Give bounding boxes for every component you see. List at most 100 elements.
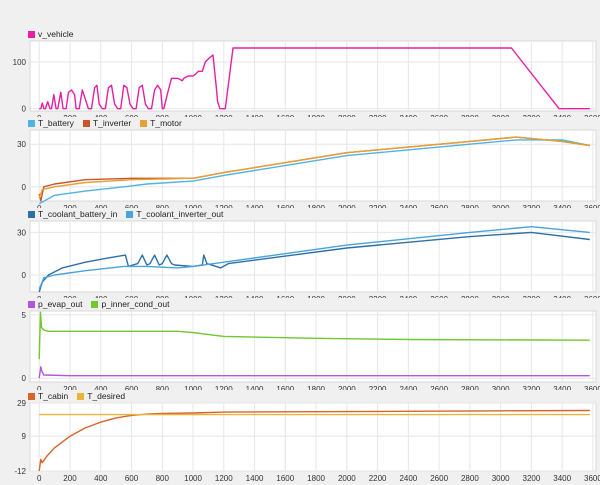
legend-label: T_cabin xyxy=(38,391,69,401)
legend-label: T_inverter xyxy=(92,118,132,128)
x-tick-label: 2600 xyxy=(430,474,448,483)
legend-label: T_motor xyxy=(150,118,182,128)
legend-label: T_coolant_battery_in xyxy=(38,209,118,219)
y-tick-label: 30 xyxy=(17,140,26,149)
series-line-t-motor xyxy=(38,136,590,199)
y-tick-label: 29 xyxy=(17,399,26,408)
legend: p_evap_out p_inner_cond_out xyxy=(28,298,170,310)
x-tick-label: 3600 xyxy=(584,474,600,483)
legend: T_cabin T_desired xyxy=(28,390,125,402)
series-line-p-inner-cond-out xyxy=(38,311,590,360)
series-line-t-battery xyxy=(38,139,590,205)
legend-swatch xyxy=(91,300,99,308)
legend-label: p_inner_cond_out xyxy=(101,299,170,309)
x-tick-label: 3600 xyxy=(584,385,600,394)
y-tick-label: 9 xyxy=(22,432,27,441)
x-tick-label: 3000 xyxy=(492,474,510,483)
series-line-t-cabin xyxy=(38,409,590,472)
y-tick-label: 30 xyxy=(17,228,26,237)
legend: v_vehicle xyxy=(28,28,73,40)
plot-area: 0200400600800100012001400160018002000220… xyxy=(13,40,600,123)
legend-swatch xyxy=(28,392,35,400)
legend-swatch xyxy=(28,210,35,218)
legend-label: p_evap_out xyxy=(38,299,83,309)
legend-label: T_battery xyxy=(38,118,74,128)
plot-area: 0200400600800100012001400160018002000220… xyxy=(17,220,600,304)
x-tick-label: 2800 xyxy=(461,474,479,483)
legend-entry[interactable]: T_coolant_inverter_out xyxy=(126,209,223,219)
legend-entry[interactable]: v_vehicle xyxy=(28,29,73,39)
legend-swatch xyxy=(28,119,35,127)
chart-panel-4: p_evap_out p_inner_cond_out 0 200 400 600 800 1… xyxy=(0,298,600,396)
x-tick-label: 3400 xyxy=(553,474,571,483)
plot-area: 0200400600800100012001400160018002000220… xyxy=(22,310,600,394)
x-tick-label: 0 xyxy=(37,474,42,483)
chart-panel-3: T_coolant_battery_in T_coolant_inverter_o… xyxy=(0,208,600,306)
series-line-t-coolant-battery-in xyxy=(38,231,590,293)
plot-background xyxy=(29,310,597,383)
chart-panel-1: v_vehicle0200400600800100012001400160018… xyxy=(0,28,600,125)
legend-entry[interactable]: T_motor xyxy=(140,118,182,128)
x-tick-label: 3200 xyxy=(523,385,541,394)
legend: T_coolant_battery_in T_coolant_inverter_o… xyxy=(28,208,223,220)
x-tick-label: 2600 xyxy=(430,385,448,394)
legend-entry[interactable]: T_desired xyxy=(77,391,125,401)
y-tick-label: -12 xyxy=(14,467,26,476)
x-tick-label: 600 xyxy=(125,385,139,394)
x-tick-label: 2400 xyxy=(399,385,417,394)
y-tick-label: 100 xyxy=(13,58,27,67)
x-tick-label: 2200 xyxy=(369,385,387,394)
x-tick-label: 2000 xyxy=(338,474,356,483)
x-tick-label: 800 xyxy=(156,385,170,394)
legend-entry[interactable]: p_inner_cond_out xyxy=(91,299,170,309)
x-tick-label: 2200 xyxy=(369,474,387,483)
x-tick-label: 1400 xyxy=(246,474,264,483)
x-tick-label: 3400 xyxy=(553,385,571,394)
x-tick-label: 3200 xyxy=(523,474,541,483)
plot-area: 0200400600800100012001400160018002000220… xyxy=(17,129,600,213)
x-tick-label: 3000 xyxy=(492,385,510,394)
plot-area: 0 200 400 600 800 1000 1200 1400 1600 1800 2000 220… xyxy=(14,399,600,483)
x-tick-label: 200 xyxy=(63,385,77,394)
legend-label: T_coolant_inverter_out xyxy=(136,209,224,219)
x-tick-label: 400 xyxy=(94,474,108,483)
legend-entry[interactable]: T_coolant_battery_in xyxy=(28,209,117,219)
y-tick-label: 0 xyxy=(22,105,27,114)
legend-swatch xyxy=(82,119,90,127)
legend-label: v_vehicle xyxy=(38,29,74,39)
x-tick-label: 800 xyxy=(156,474,170,483)
x-tick-label: 0 xyxy=(37,385,42,394)
legend-entry[interactable]: p_evap_out xyxy=(28,299,82,309)
plot-background xyxy=(29,40,597,112)
legend-swatch xyxy=(140,119,148,127)
x-tick-label: 400 xyxy=(94,385,108,394)
x-tick-label: 600 xyxy=(125,474,139,483)
legend-entry[interactable]: T_cabin xyxy=(28,391,68,401)
x-tick-label: 1800 xyxy=(307,474,325,483)
x-tick-label: 2400 xyxy=(399,474,417,483)
y-tick-label: 0 xyxy=(22,374,27,383)
chart-panel-2: T_battery T_inverter T_motor02004006008001… xyxy=(0,117,600,215)
x-tick-label: 1000 xyxy=(184,474,202,483)
y-tick-label: 0 xyxy=(22,271,27,280)
legend: T_battery T_inverter T_motor xyxy=(28,117,182,129)
x-tick-label: 2800 xyxy=(461,385,479,394)
plot-background xyxy=(29,402,597,472)
x-tick-label: 1200 xyxy=(215,474,233,483)
legend-entry[interactable]: T_battery xyxy=(28,118,74,128)
y-tick-label: 5 xyxy=(22,311,27,320)
series-line-t-coolant-inverter-out xyxy=(38,225,590,290)
x-tick-label: 1800 xyxy=(307,385,325,394)
series-line-p-evap-out xyxy=(38,366,590,379)
legend-swatch xyxy=(126,210,134,218)
x-tick-label: 1600 xyxy=(276,385,294,394)
x-tick-label: 1400 xyxy=(246,385,264,394)
x-tick-label: 1000 xyxy=(184,385,202,394)
series-line-v-vehicle xyxy=(39,47,590,110)
x-tick-label: 1600 xyxy=(276,474,294,483)
legend-swatch xyxy=(77,392,85,400)
legend-entry[interactable]: T_inverter xyxy=(82,118,132,128)
x-tick-label: 200 xyxy=(63,474,77,483)
x-tick-label: 2000 xyxy=(338,385,356,394)
